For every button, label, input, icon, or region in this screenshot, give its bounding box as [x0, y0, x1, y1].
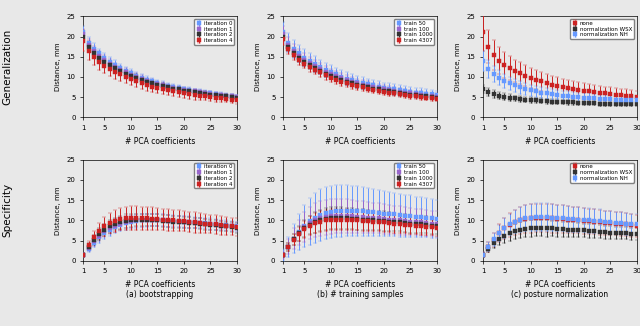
Legend: none, normalization WSX, normalization NH: none, normalization WSX, normalization N… [570, 19, 634, 39]
Text: Specificity: Specificity [3, 183, 13, 237]
X-axis label: # PCA coefficients: # PCA coefficients [525, 137, 595, 145]
Legend: train 50, train 100, train 1000, train 4307: train 50, train 100, train 1000, train 4… [394, 163, 434, 188]
Legend: train 50, train 100, train 1000, train 4307: train 50, train 100, train 1000, train 4… [394, 19, 434, 45]
Text: Generalization: Generalization [3, 29, 13, 105]
Y-axis label: Distance, mm: Distance, mm [55, 186, 61, 234]
X-axis label: # PCA coefficients
(b) # training samples: # PCA coefficients (b) # training sample… [317, 280, 403, 299]
X-axis label: # PCA coefficients: # PCA coefficients [125, 137, 195, 145]
Y-axis label: Distance, mm: Distance, mm [55, 43, 61, 91]
X-axis label: # PCA coefficients
(c) posture normalization: # PCA coefficients (c) posture normaliza… [511, 280, 609, 299]
Y-axis label: Distance, mm: Distance, mm [255, 186, 261, 234]
X-axis label: # PCA coefficients: # PCA coefficients [325, 137, 395, 145]
Legend: iteration 0, iteration 1, iteration 2, iteration 4: iteration 0, iteration 1, iteration 2, i… [194, 19, 234, 45]
Y-axis label: Distance, mm: Distance, mm [455, 43, 461, 91]
X-axis label: # PCA coefficients
(a) bootstrapping: # PCA coefficients (a) bootstrapping [125, 280, 195, 299]
Y-axis label: Distance, mm: Distance, mm [455, 186, 461, 234]
Y-axis label: Distance, mm: Distance, mm [255, 43, 261, 91]
Legend: iteration 0, iteration 1, iteration 2, iteration 4: iteration 0, iteration 1, iteration 2, i… [194, 163, 234, 188]
Legend: none, normalization WSX, normalization NH: none, normalization WSX, normalization N… [570, 163, 634, 183]
